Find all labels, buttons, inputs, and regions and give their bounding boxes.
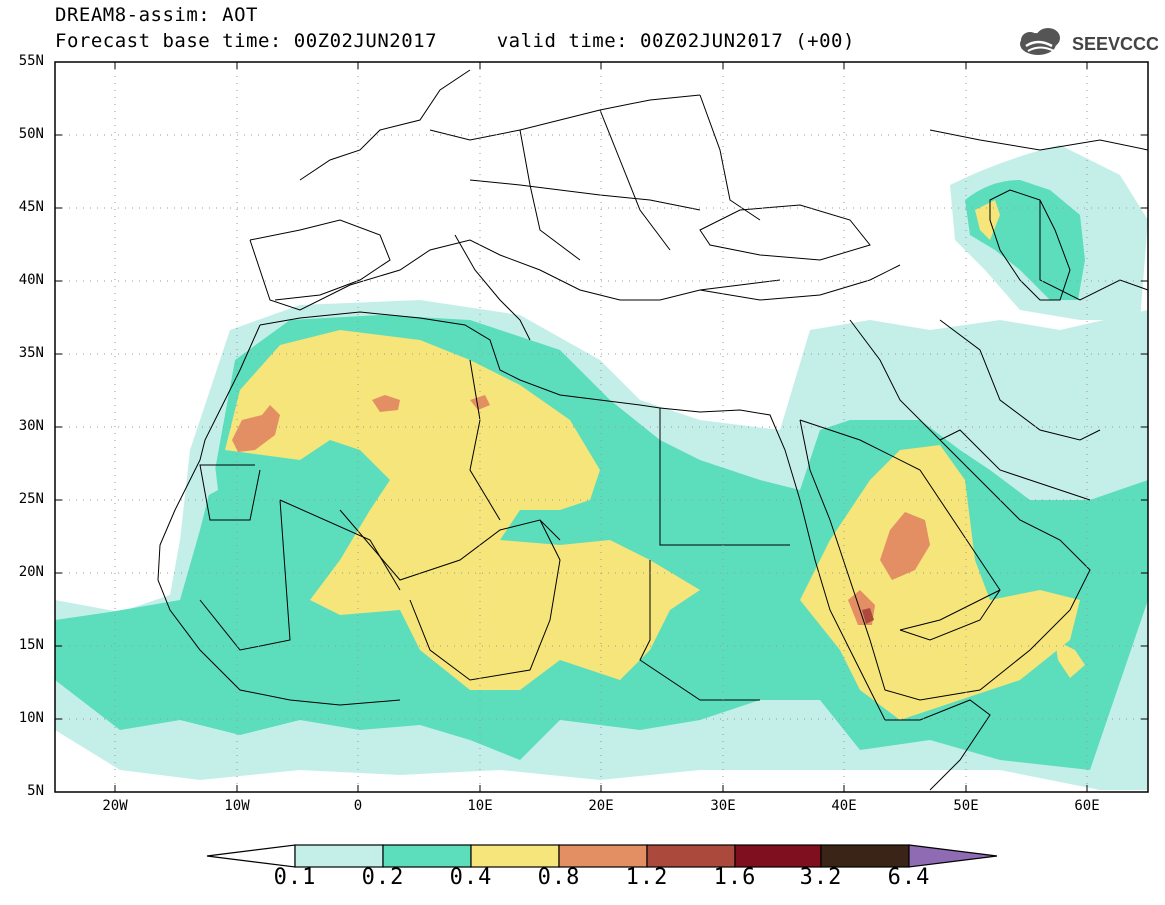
lon-label-10w: 10W: [224, 798, 250, 814]
black-sea: [699, 204, 871, 261]
iberia: [249, 219, 391, 301]
lon-label-30e: 30E: [710, 798, 736, 814]
border-turkmen: [1039, 200, 1148, 301]
caspian: [989, 189, 1071, 301]
lon-label-10e: 10E: [467, 798, 493, 814]
border-europe-5: [699, 94, 761, 221]
aot-contour-0.4-oman: [1055, 640, 1085, 678]
coastlines-borders: [157, 69, 1148, 791]
france-uk: [299, 69, 471, 181]
colorbar: [206, 844, 998, 868]
turkey: [699, 264, 901, 301]
colorbar-bin-0.1: [294, 844, 384, 868]
colorbar-upper-triangle: [908, 844, 998, 868]
colorbar-bin-0.8: [558, 844, 648, 868]
border-sudan: [639, 560, 760, 701]
colorbar-label-0.8: 0.8: [537, 865, 581, 890]
lon-label-50e: 50E: [953, 798, 979, 814]
cloud-icon: [1020, 28, 1060, 55]
title-line-1: DREAM8-assim: AOT: [55, 4, 258, 26]
lon-label-60e: 60E: [1074, 798, 1100, 814]
graticule: [55, 62, 1148, 792]
aot-contour-0.2-atlantic-blob: [190, 465, 218, 500]
lat-label-30n: 30N: [18, 418, 44, 434]
colorbar-bin-1.6: [734, 844, 822, 868]
colorbar-label-0.2: 0.2: [361, 865, 405, 890]
border-europe-4: [599, 109, 671, 251]
lat-label-10n: 10N: [18, 710, 44, 726]
colorbar-bin-0.2: [382, 844, 472, 868]
africa-west-coast: [157, 324, 401, 706]
europe-south-coast: [249, 239, 781, 311]
arabia-coast: [799, 419, 1091, 701]
border-kazakh: [929, 129, 1148, 151]
border-iraq: [849, 319, 941, 441]
colorbar-label-0.4: 0.4: [449, 865, 493, 890]
lat-label-50n: 50N: [18, 126, 44, 142]
colorbar-label-0.1: 0.1: [273, 865, 317, 890]
colorbar-bin-1.2: [646, 844, 736, 868]
colorbar-label-1.6: 1.6: [713, 865, 757, 890]
seevccc-logo: SEEVCCC: [1020, 28, 1158, 55]
lat-label-15n: 15N: [18, 637, 44, 653]
aot-contour-0.4: [225, 330, 700, 690]
lat-label-25n: 25N: [18, 491, 44, 507]
lon-label-20w: 20W: [102, 798, 128, 814]
aot-contour-1.2-yemen: [862, 608, 874, 624]
border-algeria-libya: [469, 359, 501, 521]
colorbar-label-6.4: 6.4: [887, 865, 931, 890]
logo-text: SEEVCCC: [1072, 34, 1158, 54]
italy: [454, 234, 531, 341]
persian-gulf: [939, 429, 1091, 501]
aot-contour-0.4-arabia: [800, 445, 1080, 720]
horn-africa: [885, 699, 991, 791]
tick-marks: [55, 61, 1148, 792]
lat-label-20n: 20N: [18, 564, 44, 580]
border-yemen: [899, 589, 1001, 641]
lat-label-55n: 55N: [18, 53, 44, 69]
border-libya-egypt: [659, 408, 790, 546]
border-morocco: [199, 464, 261, 521]
aot-contour-0.8-tunisia: [470, 395, 490, 410]
colorbar-label-1.2: 1.2: [625, 865, 669, 890]
north-africa-coast: [259, 311, 661, 409]
lat-label-35n: 35N: [18, 345, 44, 361]
lat-label-45n: 45N: [18, 199, 44, 215]
aot-contour-0.8-arabia: [880, 512, 930, 580]
title-line-2: Forecast base time: 00Z02JUN2017 valid t…: [55, 30, 855, 52]
colorbar-lower-triangle: [206, 844, 296, 868]
colorbar-label-3.2: 3.2: [799, 865, 843, 890]
border-saudi: [799, 419, 1001, 631]
lon-label-0: 0: [353, 798, 363, 814]
aot-contour-0.8-algeria: [372, 395, 400, 412]
lat-label-5n: 5N: [27, 783, 44, 799]
border-europe-2: [469, 179, 701, 211]
lon-label-20e: 20E: [588, 798, 614, 814]
border-mali: [279, 499, 401, 591]
colorbar-bin-0.4: [470, 844, 560, 868]
egypt-red-sea: [659, 407, 886, 721]
lat-label-40n: 40N: [18, 272, 44, 288]
border-europe-3: [519, 129, 581, 261]
border-europe-1: [429, 94, 701, 141]
colorbar-bin-3.2: [820, 844, 910, 868]
border-iran: [939, 319, 1101, 441]
lon-label-40e: 40E: [831, 798, 857, 814]
aot-contour-0.8-morocco: [232, 405, 280, 452]
border-chad: [409, 519, 561, 681]
border-mauritania: [199, 499, 291, 651]
